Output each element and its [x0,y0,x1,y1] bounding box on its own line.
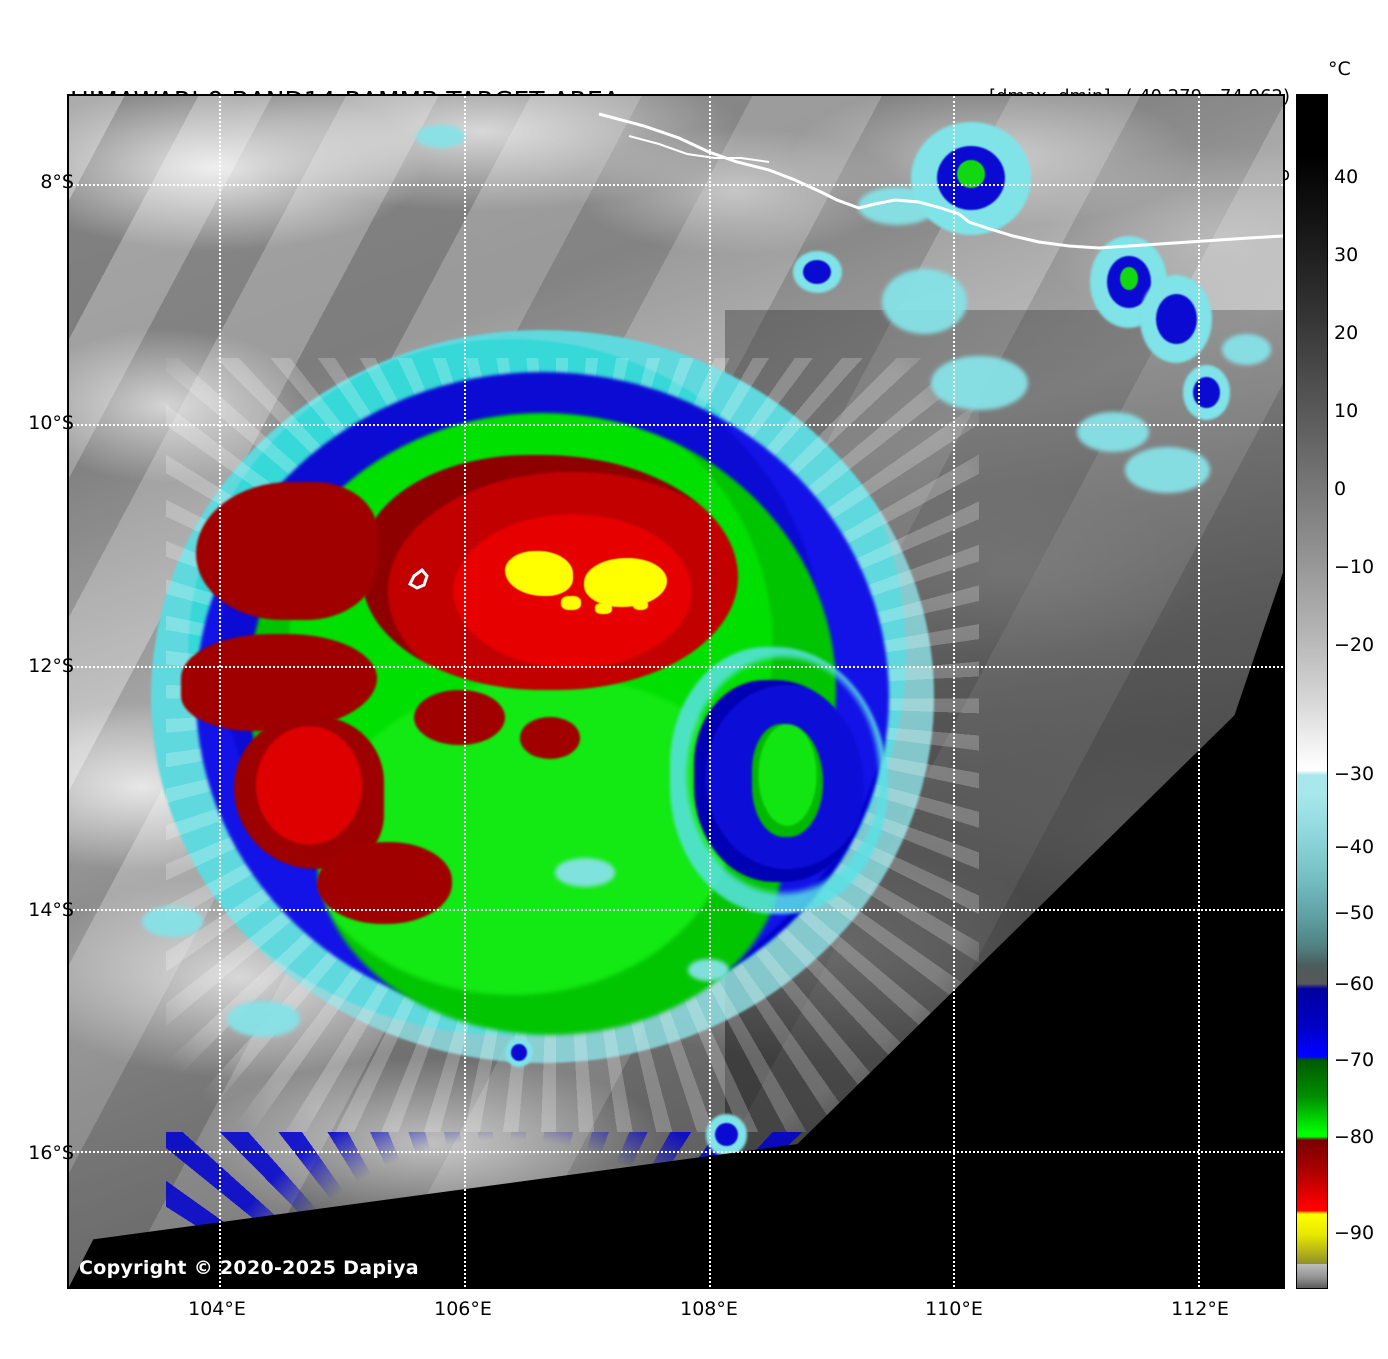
coastline-overlay [408,112,1283,590]
lon-tick-label-104e: 104°E [188,1298,246,1320]
cell-blue-core [714,1122,738,1147]
colorbar-unit-label: °C [1328,58,1351,80]
lon-tick-label-108e: 108°E [680,1298,738,1320]
colorbar-tick-m50: −50 [1334,902,1375,924]
colorbar-tick-m10: −10 [1334,556,1375,578]
lat-tick-label-12s: 12°S [28,655,74,677]
coldest-yellow-speck-1 [561,596,581,611]
satellite-image-panel[interactable]: Copyright © 2020-2025 Dapiya [67,94,1285,1289]
satellite-image-clip: Copyright © 2020-2025 Dapiya [69,96,1283,1287]
gridline-lat-12s [69,666,1283,668]
gridline-lon-104e [218,96,221,1287]
lat-tick-label-16s: 16°S [28,1142,74,1164]
gridline-lat-10s [69,423,1283,426]
cyan-cloud-patch [554,858,616,887]
gridline-lon-112e [1198,96,1201,1287]
convective-cell-east-2 [1139,274,1213,363]
cell-blue-core [1155,293,1197,344]
colorbar-tick-m80: −80 [1334,1126,1375,1148]
convective-cell-north [792,251,842,294]
cell-green-core [1120,267,1138,291]
cyan-cloud-patch [1125,447,1211,493]
java-coastline-path [598,112,1283,250]
lon-tick-label-106e: 106°E [434,1298,492,1320]
southeast-feeder-band [670,647,888,915]
gridline-lat-16s [69,1151,1283,1154]
cold-red-patch-west [196,482,377,621]
cold-red-patch-southwest-1 [181,634,377,732]
cold-red-patch-southwest-2 [233,717,385,870]
coldest-yellow-speck-2 [595,603,612,615]
convective-cell-south-1 [706,1113,747,1156]
colorbar-tick-20: 20 [1334,322,1359,344]
colorbar-tick-10: 10 [1334,400,1359,422]
gridline-lat-8s [69,183,1283,186]
cyan-cloud-patch [416,124,465,149]
coldest-yellow-core-2 [583,558,667,607]
cyan-cloud-patch [688,959,730,981]
colorbar-tick-m30: −30 [1334,763,1375,785]
gridline-lon-110e [953,96,956,1287]
convective-cell-south-2 [504,1037,533,1068]
cell-blue-core [803,260,832,285]
lat-tick-label-8s: 8°S [40,171,74,193]
temperature-colorbar[interactable] [1296,94,1328,1289]
colorbar-tick-40: 40 [1334,166,1359,188]
cyan-cloud-patch [226,1001,300,1037]
colorbar-tick-m40: −40 [1334,836,1375,858]
colorbar-tick-m20: −20 [1334,634,1375,656]
cold-red-patch-center-2 [519,717,581,759]
latitude-longitude-grid [69,96,1283,1287]
cell-blue-core [510,1044,527,1061]
feeder-green-core [751,724,824,838]
lon-tick-label-112e: 112°E [1171,1298,1229,1320]
cyan-cloud-patch [1076,411,1150,453]
gridline-lon-106e [463,96,466,1287]
gridline-lon-108e [708,96,711,1287]
cyan-cloud-patch [930,355,1029,411]
colorbar-tick-m90: −90 [1334,1222,1375,1244]
colorbar-tick-m70: −70 [1334,1049,1375,1071]
colorbar-tick-30: 30 [1334,244,1359,266]
cyan-cloud-patch [1222,334,1271,366]
convective-cell-east-3 [1183,365,1230,420]
gridline-lat-14s [69,909,1283,912]
colorbar-tick-0: 0 [1334,478,1347,500]
copyright-label: Copyright © 2020-2025 Dapiya [79,1257,419,1279]
lat-tick-label-10s: 10°S [28,412,74,434]
cold-red-patch-center-1 [414,689,505,745]
island-outline-christmas [408,567,429,590]
coldest-yellow-core-1 [504,551,573,597]
colorbar-tick-m60: −60 [1334,973,1375,995]
lat-tick-label-14s: 14°S [28,899,74,921]
java-coastline-inner-path [628,135,770,163]
convective-cell-java-coast [911,121,1031,235]
coldest-yellow-speck-3 [632,599,648,611]
lon-tick-label-110e: 110°E [925,1298,983,1320]
cell-blue-core [1193,377,1220,409]
colorbar-gradient [1297,95,1327,1288]
